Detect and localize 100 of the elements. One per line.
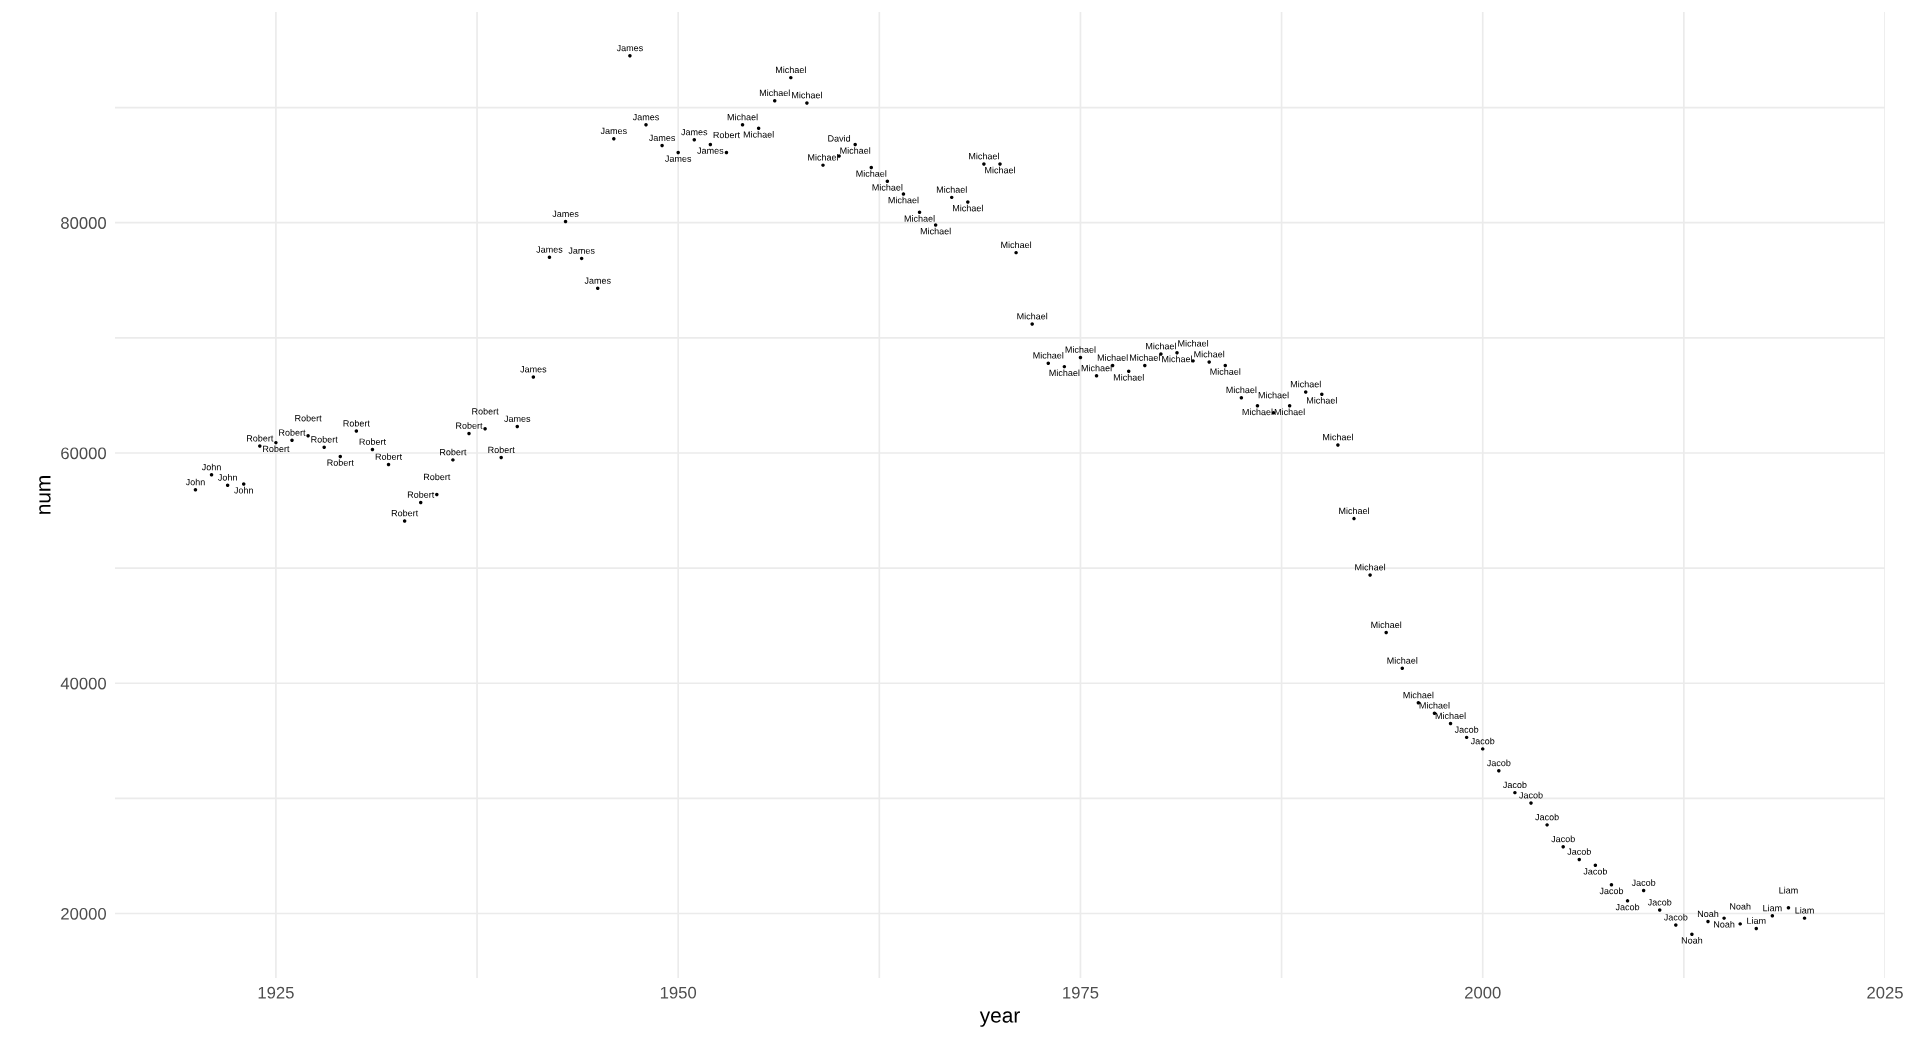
data-label: Michael (1419, 701, 1450, 709)
data-label: Michael (743, 131, 774, 138)
data-label: Michael (1403, 691, 1434, 699)
data-label: Michael (872, 184, 903, 191)
data-label: Robert (327, 459, 354, 466)
data-label: Noah (1714, 920, 1735, 928)
data-label: Michael (1210, 368, 1241, 375)
data-label: Robert (359, 438, 386, 445)
data-label: Jacob (1663, 913, 1688, 921)
data-label: Michael (1081, 364, 1112, 372)
data-label: Michael (1049, 369, 1080, 377)
data-label: Michael (1323, 433, 1353, 441)
data-label: Jacob (1599, 887, 1624, 895)
data-label: Michael (727, 113, 758, 121)
data-label: John (234, 486, 253, 494)
data-label: Michael (888, 196, 919, 204)
x-tick-label: 1950 (660, 986, 697, 999)
data-label: Michael (1033, 351, 1064, 359)
data-label: Noah (1730, 902, 1751, 910)
y-axis-title: num (39, 476, 51, 514)
x-tick-label: 2000 (1465, 986, 1501, 999)
data-label: Michael (1001, 241, 1032, 249)
data-label: Michael (1017, 312, 1048, 320)
data-label: James (536, 246, 563, 253)
x-tick-label: 1925 (258, 986, 294, 999)
data-label: Robert (263, 445, 290, 453)
data-label: Michael (1290, 380, 1321, 388)
data-label: Michael (792, 91, 822, 99)
data-label: Noah (1697, 910, 1719, 918)
data-label: Michael (1258, 391, 1289, 399)
data-label: James (568, 247, 595, 254)
data-label: Michael (920, 227, 951, 235)
data-label: Michael (776, 66, 806, 74)
data-label: Michael (1194, 350, 1225, 358)
data-label: James (697, 147, 724, 154)
x-axis-title: year (979, 1011, 1020, 1027)
data-label: Michael (1162, 355, 1192, 363)
data-label: Michael (936, 186, 967, 193)
data-label: John (185, 478, 205, 486)
y-tick-label: 20000 (61, 907, 107, 920)
data-label: Jacob (1615, 903, 1640, 911)
data-label: Robert (424, 473, 451, 481)
data-label: Michael (1146, 342, 1176, 350)
x-tick-label: 2025 (1867, 986, 1903, 999)
data-label: Michael (759, 89, 790, 97)
data-label: Liam (1795, 906, 1814, 914)
data-label: Robert (488, 446, 515, 454)
y-tick-label: 60000 (61, 447, 107, 460)
data-label: Jacob (1647, 898, 1672, 906)
data-label: James (616, 44, 643, 52)
data-label: Liam (1779, 886, 1798, 894)
data-label: James (681, 128, 708, 136)
data-label: Michael (1339, 507, 1369, 515)
y-tick-label: 40000 (60, 677, 107, 690)
data-label: Robert (311, 436, 338, 443)
data-label: Robert (295, 414, 322, 422)
data-label: James (520, 366, 547, 373)
data-label: Michael (1130, 354, 1160, 361)
data-label: Michael (953, 204, 983, 212)
data-label: Michael (1065, 346, 1096, 353)
data-label: James (632, 113, 659, 121)
data-label: Noah (1681, 937, 1703, 944)
data-label: Michael (1242, 408, 1273, 416)
data-label: Michael (1371, 621, 1402, 629)
data-label: Robert (440, 448, 467, 456)
data-label: Robert (247, 434, 274, 442)
data-label: Michael (985, 166, 1015, 174)
data-label: Robert (472, 407, 499, 415)
data-label: James (648, 134, 676, 141)
data-label: Jacob (1503, 781, 1527, 789)
data-label: Jacob (1631, 879, 1656, 886)
data-label: Jacob (1486, 759, 1511, 767)
data-label: Michael (1274, 408, 1305, 416)
data-label: Robert (407, 491, 435, 498)
data-label: Michael (1355, 563, 1386, 571)
data-label: John (217, 474, 237, 481)
x-tick-label: 1975 (1063, 986, 1099, 999)
data-label: Robert (375, 453, 403, 460)
data-label: James (552, 210, 579, 217)
data-label: Jacob (1470, 737, 1495, 745)
data-label: Michael (1387, 657, 1418, 664)
data-label: Liam (1747, 917, 1766, 924)
y-tick-label: 80000 (61, 217, 107, 229)
data-label: Michael (1097, 354, 1128, 361)
data-label: Michael (969, 152, 999, 160)
data-label: Michael (1226, 386, 1257, 394)
data-label: Michael (1113, 374, 1144, 381)
data-label: Liam (1763, 904, 1782, 912)
data-label: Michael (856, 170, 887, 177)
data-label: David (828, 135, 851, 142)
data-label: Michael (840, 147, 871, 154)
data-label: Jacob (1567, 848, 1591, 855)
data-label: Jacob (1519, 791, 1543, 799)
data-label: Michael (1435, 712, 1466, 719)
data-label: Michael (1178, 339, 1209, 347)
data-label: Jacob (1535, 813, 1559, 821)
data-label: Michael (904, 215, 935, 222)
data-label: Robert (713, 131, 740, 139)
data-label: Robert (391, 509, 419, 517)
data-label: Robert (343, 419, 370, 427)
